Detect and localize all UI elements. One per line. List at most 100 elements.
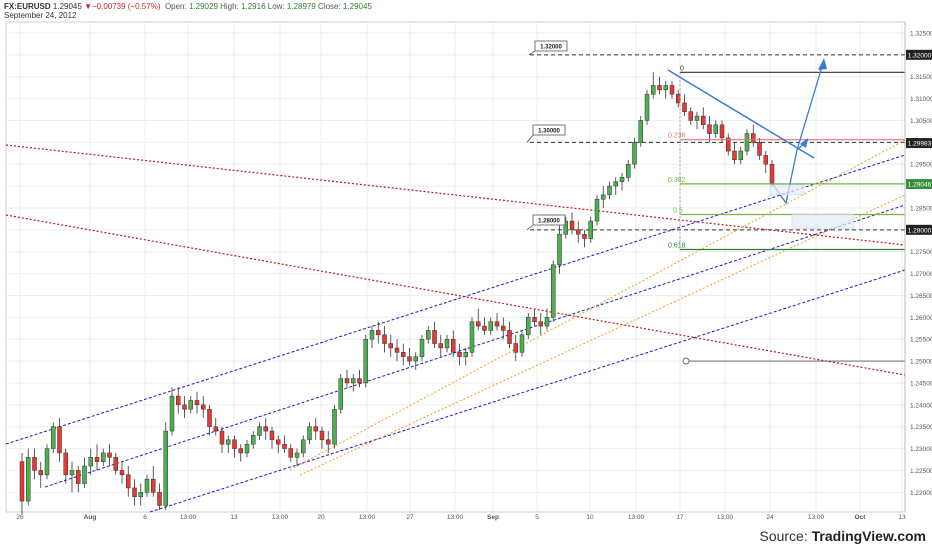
candle-body [619,177,625,182]
candle-body [157,492,162,506]
candle-body [688,111,693,121]
candle-body [701,115,706,126]
candle-body [638,120,643,143]
candle-body [376,330,381,336]
candle-body [519,334,525,353]
candle-body [401,352,406,357]
candle-body [169,395,175,432]
candle-body [538,321,543,327]
candle-body [463,352,468,357]
candle-body [469,321,475,353]
y-tick-label: 1.24000 [910,402,932,409]
candle-body [119,470,125,476]
x-tick-label: 13:00 [272,514,289,521]
candle-body [669,85,675,95]
y-tick-label: 1.23500 [910,424,932,431]
candle-body [44,448,50,476]
y-tick-label: 1.25000 [910,359,932,366]
candle-body [19,461,25,502]
close-value: 1.29045 [342,2,372,11]
candle-body [88,457,93,467]
annotation-marker [682,357,690,365]
candle-body [494,321,500,327]
candle-body [613,181,618,187]
candle-body [38,470,43,476]
price-tag-label: 1.28000 [908,227,932,234]
candle-body [51,426,56,449]
callout-box [532,124,566,136]
callout-box [534,40,568,52]
y-tick-label: 1.23000 [910,446,932,453]
x-tick-label: 13 [898,514,906,521]
candle-body [276,439,281,445]
candle-body [257,426,262,436]
red-dotted-lower [5,214,906,376]
candle-body [694,115,700,121]
candle-body [707,124,712,134]
callout-label: 1.28000 [538,219,560,225]
fib-level-label: 0 [680,65,684,72]
candle-body [294,452,300,458]
channel-middle [44,204,906,488]
x-tick-label: 13:00 [447,514,464,521]
x-tick-label: Oct [855,514,867,521]
candle-body [219,430,225,445]
callout-pointer [526,224,534,231]
candle-body [457,352,462,357]
source-prefix: Source: [759,528,812,544]
x-tick-label: Sep [487,514,499,521]
open-label: Open: [164,2,187,11]
source-brand[interactable]: TradingView.com [811,528,926,544]
arrow-head-up [818,58,827,70]
candle-body [444,338,450,349]
candle-body [413,356,418,362]
y-tick-label: 1.31500 [910,74,932,81]
candle-body [607,185,612,196]
candle-body [563,220,568,235]
candle-body [582,233,587,239]
candle-body [101,452,106,462]
candle-body [201,404,206,410]
candle-body [576,229,581,235]
candle-body [632,142,637,165]
candle-body [482,325,487,331]
candle-body [32,457,37,471]
symbol-label: FX:EURUSD [4,2,51,11]
y-tick-label: 1.22500 [910,468,932,475]
fib-level-label: 0.382 [668,177,686,184]
candle-body [657,85,662,91]
price-tag [906,224,932,235]
candle-body [544,317,550,327]
candle-body [263,426,268,432]
price-change: ▼−0.00739 (−0.57%) [84,2,161,11]
candle-body [663,85,668,91]
x-tick-label: 20 [317,514,325,521]
x-tick-label: 10 [586,514,594,521]
x-tick-label: 5 [535,514,539,521]
source-credit: Source: TradingView.com [759,528,926,544]
candle-body [588,220,593,239]
candle-body [744,133,750,152]
projection-box [791,214,855,229]
forecast-path-2 [796,59,825,151]
fib-level-label: 0.618 [668,243,686,250]
y-tick-label: 1.26000 [910,315,932,322]
price-tag [906,49,932,60]
y-tick-label: 1.32500 [910,30,932,37]
candle-body [488,321,493,331]
arrow-head-mid [800,138,808,148]
candle-body [232,439,237,449]
high-value: 1.2916 [241,2,266,11]
candle-body [369,330,375,340]
price-tag [906,179,932,190]
y-tick-label: 1.27500 [910,249,932,256]
open-value: 1.29029 [188,2,218,11]
close-label: Close: [318,2,341,11]
candle-body [338,378,343,410]
callout-pointer [528,50,536,56]
price-tag [906,138,932,149]
callout-label: 1.30000 [538,129,560,135]
x-tick-label: 13:00 [180,514,197,521]
last-price: 1.29045 [52,2,82,11]
